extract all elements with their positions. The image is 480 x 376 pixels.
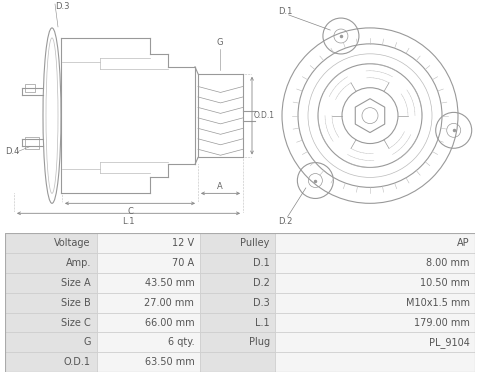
- Text: Pulley: Pulley: [240, 238, 270, 248]
- FancyBboxPatch shape: [96, 332, 200, 352]
- Text: A: A: [217, 182, 223, 191]
- Text: 12 V: 12 V: [172, 238, 194, 248]
- FancyBboxPatch shape: [200, 273, 275, 293]
- Text: PL_9104: PL_9104: [429, 337, 469, 348]
- FancyBboxPatch shape: [200, 293, 275, 312]
- FancyBboxPatch shape: [5, 293, 96, 312]
- Text: 66.00 mm: 66.00 mm: [145, 318, 194, 327]
- FancyBboxPatch shape: [96, 273, 200, 293]
- FancyBboxPatch shape: [5, 273, 96, 293]
- Text: 6 qty.: 6 qty.: [168, 337, 194, 347]
- FancyBboxPatch shape: [25, 136, 39, 149]
- Text: 27.00 mm: 27.00 mm: [144, 298, 194, 308]
- FancyBboxPatch shape: [96, 293, 200, 312]
- Text: Size B: Size B: [61, 298, 91, 308]
- FancyBboxPatch shape: [5, 332, 96, 352]
- FancyBboxPatch shape: [200, 253, 275, 273]
- FancyBboxPatch shape: [5, 352, 96, 372]
- Text: Size C: Size C: [61, 318, 91, 327]
- FancyBboxPatch shape: [275, 293, 475, 312]
- Text: 8.00 mm: 8.00 mm: [426, 258, 469, 268]
- FancyBboxPatch shape: [275, 233, 475, 253]
- FancyBboxPatch shape: [25, 84, 35, 92]
- Text: Amp.: Amp.: [65, 258, 91, 268]
- Text: 43.50 mm: 43.50 mm: [144, 278, 194, 288]
- Text: G: G: [84, 337, 91, 347]
- FancyBboxPatch shape: [275, 332, 475, 352]
- Text: G: G: [217, 38, 223, 47]
- FancyBboxPatch shape: [96, 352, 200, 372]
- FancyBboxPatch shape: [275, 273, 475, 293]
- Text: Voltage: Voltage: [54, 238, 91, 248]
- Text: Size A: Size A: [61, 278, 91, 288]
- FancyBboxPatch shape: [5, 233, 96, 253]
- FancyBboxPatch shape: [200, 312, 275, 332]
- FancyBboxPatch shape: [275, 312, 475, 332]
- Text: O.D.1: O.D.1: [64, 357, 91, 367]
- FancyBboxPatch shape: [96, 233, 200, 253]
- Text: D.2: D.2: [278, 217, 292, 226]
- Text: D.4: D.4: [5, 147, 19, 156]
- FancyBboxPatch shape: [96, 253, 200, 273]
- FancyBboxPatch shape: [96, 312, 200, 332]
- Text: 70 A: 70 A: [172, 258, 194, 268]
- Text: D.2: D.2: [253, 278, 270, 288]
- Text: D.3: D.3: [253, 298, 270, 308]
- FancyBboxPatch shape: [200, 352, 275, 372]
- FancyBboxPatch shape: [5, 253, 96, 273]
- FancyBboxPatch shape: [200, 233, 275, 253]
- Text: AP: AP: [457, 238, 469, 248]
- Text: C: C: [127, 207, 133, 216]
- FancyBboxPatch shape: [5, 312, 96, 332]
- Text: Plug: Plug: [249, 337, 270, 347]
- Text: 10.50 mm: 10.50 mm: [420, 278, 469, 288]
- Text: 179.00 mm: 179.00 mm: [414, 318, 469, 327]
- Text: M10x1.5 mm: M10x1.5 mm: [406, 298, 469, 308]
- FancyBboxPatch shape: [275, 253, 475, 273]
- Text: D.3: D.3: [55, 2, 70, 11]
- FancyBboxPatch shape: [200, 332, 275, 352]
- Text: L.1: L.1: [122, 217, 134, 226]
- Text: D.1: D.1: [253, 258, 270, 268]
- Text: 63.50 mm: 63.50 mm: [144, 357, 194, 367]
- Text: D.1: D.1: [278, 8, 292, 17]
- Text: L.1: L.1: [255, 318, 270, 327]
- FancyBboxPatch shape: [275, 352, 475, 372]
- Text: O.D.1: O.D.1: [254, 111, 275, 120]
